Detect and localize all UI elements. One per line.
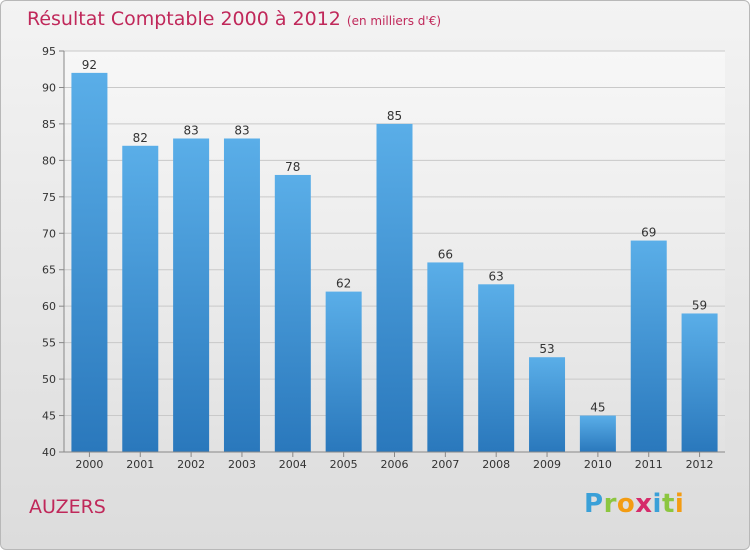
logo-letter: i [652,489,662,519]
x-tick-label-2012: 2012 [686,458,714,471]
data-label-2002: 83 [183,123,198,137]
x-tick-label-2007: 2007 [431,458,459,471]
logo-letter: t [661,489,675,519]
x-tick-label-2000: 2000 [75,458,103,471]
y-tick-label: 60 [42,300,56,313]
bar-2007 [427,262,464,452]
proxiti-logo: Proxiti [584,489,684,519]
bar-2006 [376,123,413,452]
x-tick-label-2001: 2001 [126,458,154,471]
data-label-2003: 83 [234,123,249,137]
x-tick-label-2002: 2002 [177,458,205,471]
data-label-2011: 69 [641,226,656,240]
bar-2009 [529,357,566,452]
bar-2002 [173,138,210,452]
y-tick-label: 70 [42,227,56,240]
data-label-2000: 92 [82,58,97,72]
bar-2003 [223,138,260,452]
x-tick-label-2008: 2008 [482,458,510,471]
y-tick-label: 85 [42,118,56,131]
data-label-2008: 63 [489,269,504,283]
bar-2011 [630,240,667,452]
data-label-2009: 53 [539,342,554,356]
x-tick-label-2003: 2003 [228,458,256,471]
x-tick-label-2009: 2009 [533,458,561,471]
y-tick-label: 45 [42,410,56,423]
y-tick-label: 90 [42,81,56,94]
y-tick-label: 95 [42,45,56,58]
data-label-2005: 62 [336,277,351,291]
y-tick-label: 80 [42,154,56,167]
y-tick-label: 65 [42,264,56,277]
logo-letter: P [584,489,604,519]
commune-name: AUZERS [29,496,106,518]
data-label-2012: 59 [692,298,707,312]
x-tick-label-2006: 2006 [381,458,409,471]
y-tick-label: 50 [42,373,56,386]
data-label-2001: 82 [133,131,148,145]
bar-2010 [579,415,616,452]
chart-unit: (en milliers d'€) [346,14,442,28]
bar-2001 [122,145,159,453]
bar-2008 [478,284,515,452]
logo-letter: o [616,489,636,519]
bar-2000 [71,72,108,452]
logo-letter: r [603,489,617,519]
y-tick-label: 75 [42,191,56,204]
x-tick-label-2011: 2011 [635,458,663,471]
data-label-2010: 45 [590,401,605,415]
logo-letter: i [674,489,685,519]
x-tick-label-2004: 2004 [279,458,307,471]
x-tick-label-2005: 2005 [330,458,358,471]
y-tick-label: 40 [42,446,56,459]
chart-title: Résultat Comptable 2000 à 2012 (en millie… [27,8,442,30]
logo-letter: x [635,489,653,519]
data-label-2007: 66 [438,247,453,261]
bar-2004 [274,174,311,453]
bar-2005 [325,291,362,452]
data-label-2006: 85 [387,109,402,123]
x-tick-label-2010: 2010 [584,458,612,471]
data-label-2004: 78 [285,160,300,174]
bar-2012 [681,313,718,452]
y-tick-label: 55 [42,337,56,350]
